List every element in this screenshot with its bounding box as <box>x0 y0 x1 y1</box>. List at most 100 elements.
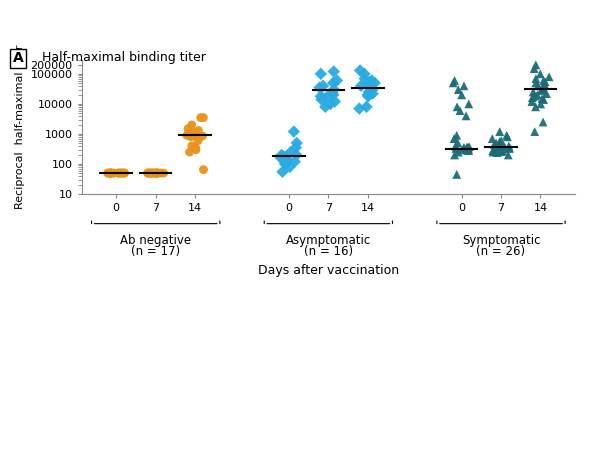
Point <box>538 84 548 91</box>
Point <box>502 131 512 139</box>
Point <box>459 82 468 89</box>
Point <box>531 75 540 82</box>
Point <box>367 77 376 84</box>
Point <box>363 93 373 100</box>
Point <box>116 169 125 177</box>
Point <box>464 143 474 150</box>
Text: Half-maximal binding titer: Half-maximal binding titer <box>42 51 206 64</box>
Point <box>539 96 548 103</box>
Point <box>280 160 290 168</box>
Point <box>316 70 326 78</box>
Point <box>183 130 193 138</box>
Point <box>459 144 468 151</box>
Point <box>457 146 467 153</box>
Point <box>536 87 546 94</box>
Point <box>500 144 509 151</box>
Point <box>493 146 502 153</box>
Point <box>278 153 288 160</box>
Point <box>156 169 165 177</box>
Point <box>103 169 113 177</box>
Point <box>497 143 506 150</box>
Point <box>537 95 547 102</box>
Point <box>504 144 514 152</box>
Point <box>364 88 373 96</box>
Point <box>504 145 514 152</box>
Point <box>536 70 545 78</box>
Text: Days after vaccination: Days after vaccination <box>258 264 399 277</box>
Point <box>327 88 337 96</box>
Point <box>191 144 200 151</box>
Point <box>463 143 472 150</box>
Text: (n = 26): (n = 26) <box>477 245 526 258</box>
Point <box>533 91 542 99</box>
Point <box>370 79 379 87</box>
Point <box>448 79 458 87</box>
Point <box>326 100 335 107</box>
Point <box>530 128 539 135</box>
Point <box>530 93 540 100</box>
Point <box>540 81 549 88</box>
Point <box>533 82 543 89</box>
Point <box>148 169 157 177</box>
Point <box>104 169 113 177</box>
Point <box>527 98 536 105</box>
Point <box>368 90 378 97</box>
Point <box>276 154 286 162</box>
Point <box>117 169 127 177</box>
Point <box>450 151 460 159</box>
Point <box>367 84 376 91</box>
Point <box>187 121 196 129</box>
Point <box>545 73 554 81</box>
Point <box>145 169 155 177</box>
Point <box>327 90 337 97</box>
Point <box>149 169 158 177</box>
Point <box>488 147 497 154</box>
Point <box>120 169 129 177</box>
Point <box>330 98 339 105</box>
Point <box>317 96 326 103</box>
Point <box>318 82 327 89</box>
Point <box>113 169 123 177</box>
Point <box>527 94 537 101</box>
Point <box>194 137 203 144</box>
Point <box>490 141 499 148</box>
Point <box>290 158 300 165</box>
Point <box>152 169 161 177</box>
Point <box>363 81 372 88</box>
Point <box>538 119 548 126</box>
Point <box>159 169 168 177</box>
Point <box>496 145 506 153</box>
Text: (n = 17): (n = 17) <box>131 245 181 258</box>
Point <box>292 139 301 147</box>
Point <box>329 79 338 87</box>
Point <box>356 82 366 89</box>
Point <box>493 142 503 149</box>
Point <box>495 138 504 145</box>
Text: Symptomatic: Symptomatic <box>462 234 540 247</box>
Point <box>531 103 540 111</box>
Point <box>454 148 463 156</box>
Point <box>455 107 465 114</box>
Point <box>109 169 119 177</box>
Point <box>503 133 512 141</box>
Point <box>198 132 207 140</box>
Point <box>151 169 160 177</box>
Point <box>489 148 498 156</box>
Point <box>113 169 123 177</box>
Point <box>191 146 201 153</box>
Point <box>498 147 507 155</box>
Point <box>115 169 124 177</box>
Point <box>368 86 377 93</box>
Point <box>461 112 471 119</box>
Point <box>355 67 365 74</box>
Point <box>285 163 294 171</box>
Point <box>118 169 127 177</box>
Point <box>457 91 467 99</box>
Point <box>153 169 162 177</box>
Point <box>329 68 339 75</box>
Point <box>281 155 290 163</box>
Point <box>153 169 162 177</box>
Point <box>539 82 549 89</box>
Point <box>531 79 540 87</box>
Point <box>332 77 342 84</box>
